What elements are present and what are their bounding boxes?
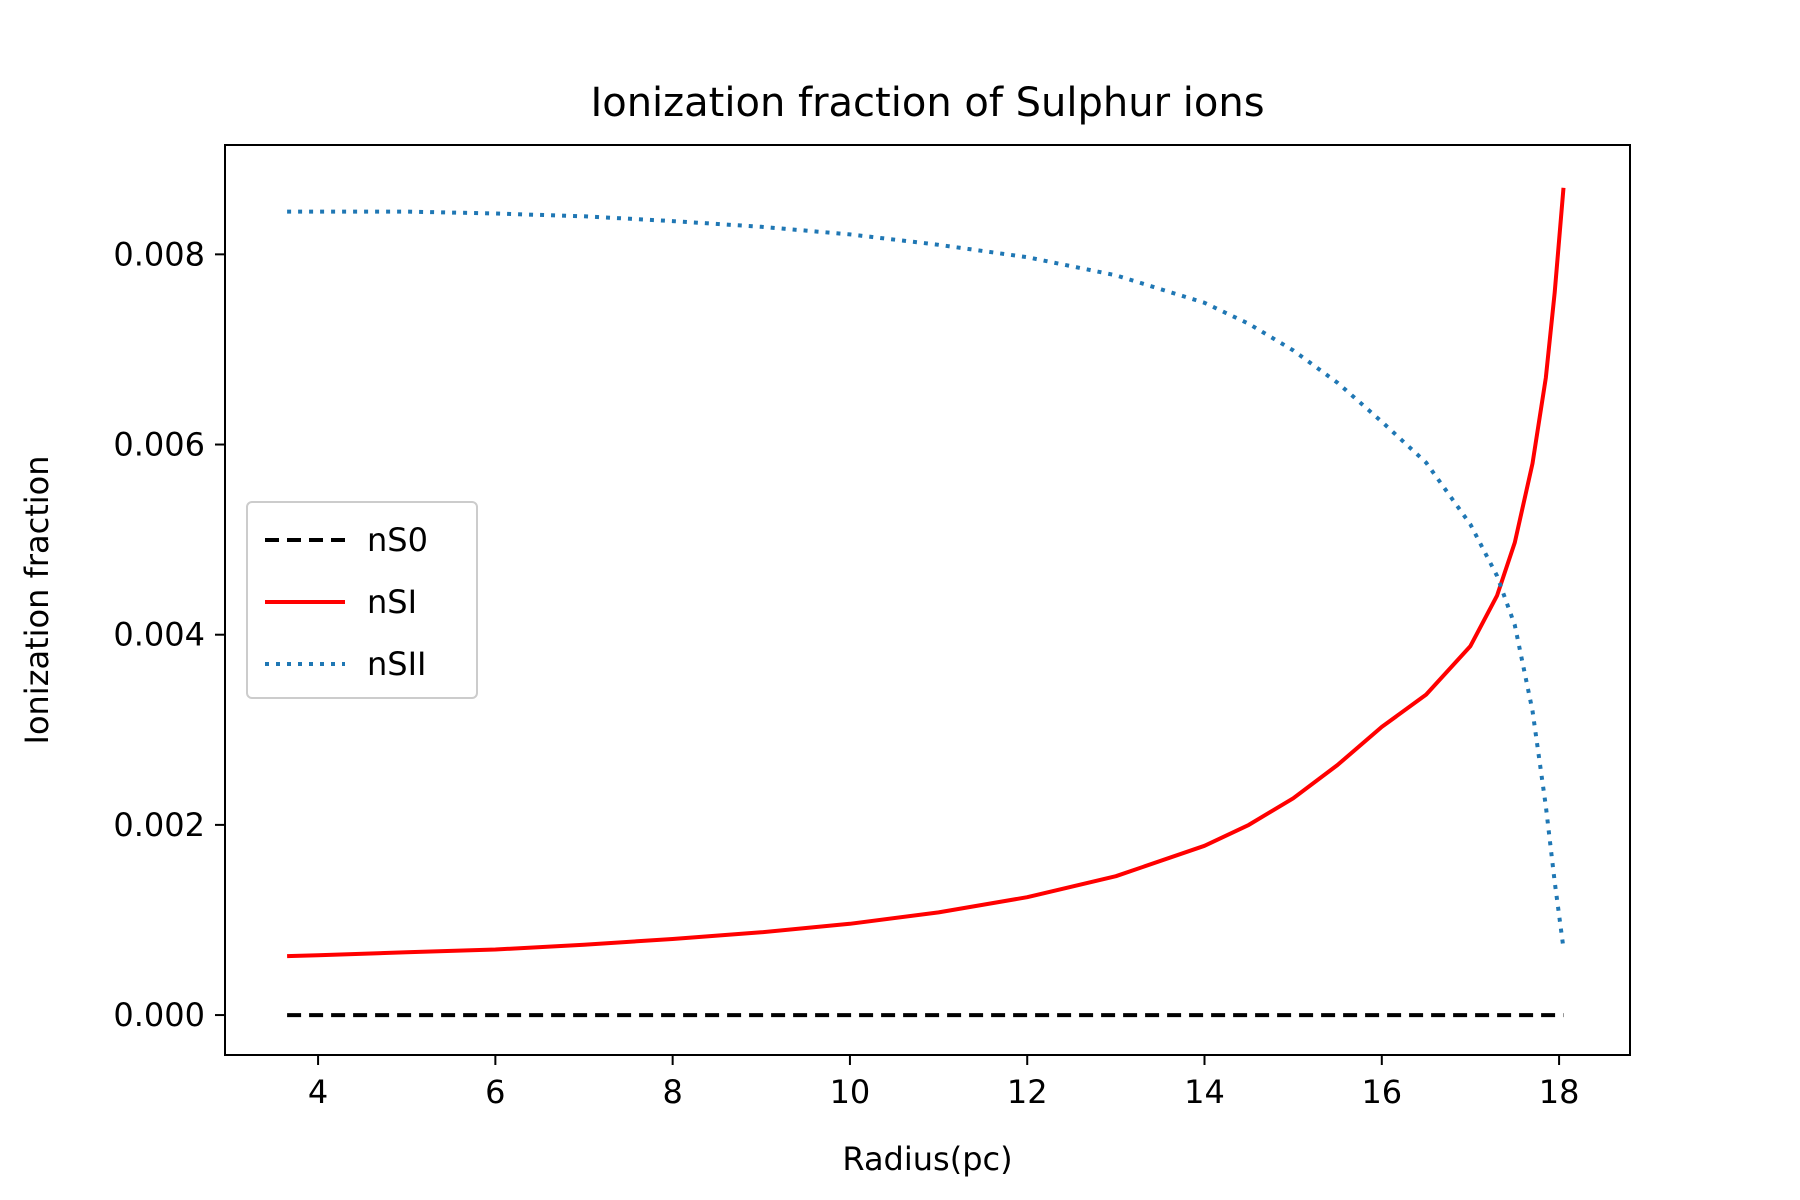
x-tick-label: 12 bbox=[1007, 1073, 1048, 1111]
x-tick-label: 6 bbox=[485, 1073, 505, 1111]
y-axis: 0.000 0.002 0.004 0.006 0.008 bbox=[113, 235, 225, 1034]
y-axis-label: Ionization fraction bbox=[18, 456, 56, 745]
x-tick-label: 4 bbox=[308, 1073, 328, 1111]
y-tick-label: 0.008 bbox=[113, 235, 205, 273]
series-layer bbox=[287, 187, 1566, 1018]
y-tick-label: 0.006 bbox=[113, 426, 205, 464]
x-tick-label: 18 bbox=[1539, 1073, 1580, 1111]
legend-label-nSI: nSI bbox=[367, 583, 417, 621]
x-axis-label: Radius(pc) bbox=[842, 1140, 1012, 1178]
y-tick-label: 0.004 bbox=[113, 616, 205, 654]
series-line-nSI bbox=[287, 187, 1566, 959]
chart-title: Ionization fraction of Sulphur ions bbox=[590, 80, 1264, 126]
series-line-nSII bbox=[287, 209, 1566, 949]
legend-label-nS0: nS0 bbox=[367, 521, 428, 559]
legend-label-nSII: nSII bbox=[367, 645, 426, 683]
x-axis: 4 6 8 10 12 14 16 18 bbox=[308, 1055, 1580, 1111]
x-tick-label: 10 bbox=[830, 1073, 871, 1111]
y-tick-label: 0.000 bbox=[113, 996, 205, 1034]
legend: nS0 nSI nSII bbox=[246, 501, 478, 699]
x-tick-label: 16 bbox=[1361, 1073, 1402, 1111]
x-tick-label: 14 bbox=[1184, 1073, 1225, 1111]
y-tick-label: 0.002 bbox=[113, 806, 205, 844]
legend-box bbox=[246, 501, 478, 699]
plot-frame bbox=[224, 144, 1631, 1056]
x-tick-label: 8 bbox=[662, 1073, 682, 1111]
